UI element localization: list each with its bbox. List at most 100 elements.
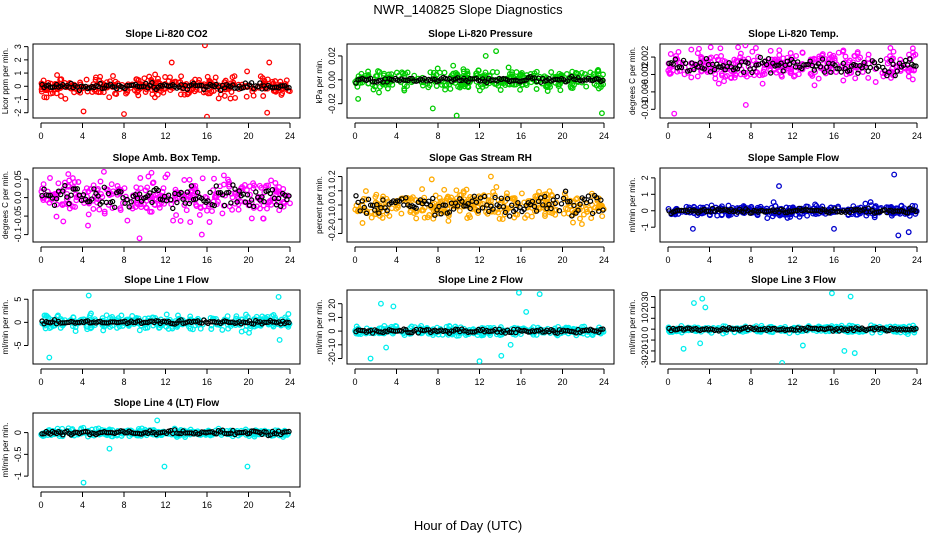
reference-point — [799, 325, 805, 331]
reference-point — [147, 190, 153, 196]
data-point — [376, 89, 382, 96]
data-point — [243, 93, 250, 100]
reference-point — [353, 193, 359, 199]
reference-point — [817, 63, 824, 70]
plot-frame — [32, 167, 301, 243]
data-point — [42, 325, 49, 332]
reference-point — [430, 195, 436, 202]
data-point — [489, 68, 496, 75]
reference-point — [253, 189, 259, 195]
reference-point — [242, 199, 249, 205]
data-point — [181, 177, 188, 183]
reference-point — [913, 63, 919, 69]
reference-point — [861, 59, 867, 66]
series-points — [352, 173, 607, 228]
data-point — [47, 90, 54, 97]
data-point — [544, 84, 551, 90]
data-point — [563, 71, 570, 77]
y-tick-label: 0.02 — [327, 47, 337, 65]
data-point — [230, 79, 237, 86]
reference-point — [506, 213, 513, 219]
data-point — [197, 204, 204, 211]
y-tick-label: 10 — [640, 313, 650, 323]
reference-point — [230, 427, 236, 434]
data-point — [61, 179, 68, 186]
reference-point — [822, 69, 828, 75]
data-point — [514, 211, 521, 218]
data-point — [578, 221, 585, 228]
data-point — [433, 83, 440, 89]
data-point — [377, 300, 384, 307]
data-point — [697, 340, 704, 347]
data-point — [666, 70, 673, 77]
y-tick-label: -0.1 — [13, 227, 23, 243]
data-point — [244, 463, 251, 470]
reference-point — [565, 198, 571, 205]
data-point — [895, 232, 902, 239]
y-tick-label: 5 — [13, 297, 23, 302]
reference-point — [482, 193, 488, 200]
reference-point — [170, 205, 176, 212]
reference-point — [257, 80, 263, 86]
data-point — [97, 178, 104, 185]
x-tick-label: 20 — [243, 377, 253, 387]
data-point — [87, 312, 94, 319]
data-point — [132, 204, 139, 210]
y-tick-label: 20 — [640, 302, 650, 312]
x-tick-label: 12 — [474, 377, 484, 387]
data-point — [286, 88, 293, 95]
data-point — [55, 180, 62, 187]
y-axis-label: ml/min per min. — [315, 300, 324, 355]
reference-point — [855, 70, 861, 76]
data-point — [276, 337, 283, 343]
data-point — [278, 91, 285, 98]
data-point — [137, 201, 144, 208]
x-tick-label: 20 — [557, 377, 567, 387]
data-point — [385, 198, 392, 205]
reference-point — [124, 196, 130, 203]
reference-point — [840, 60, 847, 67]
data-point — [434, 65, 441, 72]
reference-point — [913, 208, 919, 215]
reference-point — [413, 205, 419, 211]
data-point — [503, 190, 510, 197]
reference-point — [712, 66, 718, 73]
data-point — [386, 212, 393, 219]
data-point — [41, 94, 48, 101]
reference-point — [180, 196, 186, 202]
data-point — [198, 231, 205, 238]
data-point — [795, 71, 802, 78]
reference-point — [531, 203, 538, 210]
data-point — [733, 57, 740, 64]
y-tick-label: -0.5 — [13, 447, 23, 463]
reference-point — [598, 326, 604, 333]
data-point — [121, 111, 127, 117]
data-point — [516, 72, 523, 79]
data-point — [787, 50, 794, 57]
panel-3: Slope Li-820 Temp.0 4 8 12 16 20 24-0.01-0.006… — [628, 29, 928, 141]
reference-point — [546, 201, 552, 208]
reference-point — [186, 200, 193, 207]
data-point — [148, 169, 155, 176]
reference-point — [275, 195, 282, 202]
data-point — [373, 191, 380, 198]
reference-point — [174, 199, 180, 206]
x-tick-label: 4 — [707, 377, 712, 387]
data-point — [264, 109, 271, 116]
data-point — [90, 182, 97, 189]
reference-point — [363, 210, 370, 216]
y-tick-label: -2 — [13, 109, 23, 117]
data-point — [496, 215, 503, 222]
data-point — [553, 206, 560, 213]
y-axis-label: degrees C per min. — [1, 171, 10, 239]
reference-point — [271, 430, 278, 437]
x-tick-label: 24 — [285, 131, 295, 141]
data-point — [246, 183, 253, 190]
reference-point — [878, 57, 884, 64]
x-tick-label: 12 — [787, 255, 797, 265]
data-point — [181, 91, 188, 98]
data-point — [865, 74, 872, 81]
reference-point — [394, 198, 401, 204]
